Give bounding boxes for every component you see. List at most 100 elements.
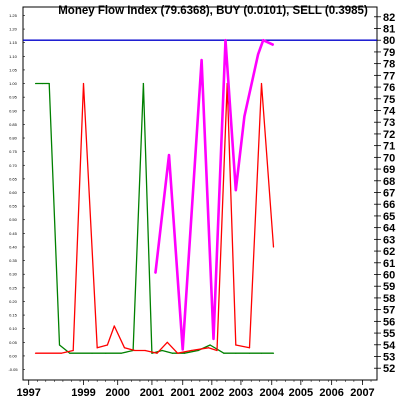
right-tick-label: 59 [383,281,395,293]
left-tick-label: 0.85 [9,122,18,127]
right-tick-label: 62 [383,246,395,258]
series-2-point [154,272,156,274]
series-1-point [177,352,179,354]
series-1-point [34,352,37,354]
left-tick-label: 1.15 [9,40,18,45]
right-tick-label: 60 [383,270,395,282]
series-1-point [216,349,218,352]
series-2-point [200,59,203,61]
right-tick-label: 78 [383,59,395,71]
right-tick-label: 79 [383,47,395,59]
right-tick-label: 67 [383,188,395,200]
right-tick-label: 73 [383,117,395,129]
series-0-point [223,352,225,354]
left-tick-label: 1.05 [9,67,18,72]
series-1-point [72,349,74,352]
right-tick-label: 66 [383,199,395,211]
right-axis: 5253545556575859606162636465666768697071… [374,12,396,375]
series-0-point [105,352,107,354]
series-1-point [60,352,62,354]
right-tick-label: 52 [383,363,395,375]
left-tick-label: 0.45 [9,231,18,236]
right-tick-label: 61 [383,258,395,270]
series-2-point [235,189,237,191]
left-tick-label: 0.70 [9,163,18,168]
chart-title: Money Flow Index (79.6368), BUY (0.0101)… [58,5,368,17]
series-1-point [123,347,126,349]
series-0-point [34,82,37,85]
x-tick-label: 2003 [229,387,253,399]
x-tick-label: 2004 [260,387,285,399]
left-axis: -0.05 0.00 0.05 0.10 0.15 0.20 0.25 0.30 0.35 0.4… [8,13,25,372]
right-tick-label: 77 [383,70,395,82]
x-tick-label: 2002 [200,387,224,399]
series-0-point [197,349,199,352]
series-0-point [260,352,263,354]
left-tick-label: 0.35 [9,258,18,263]
right-tick-label: 75 [383,94,395,106]
series-1-point [166,341,168,343]
right-tick-label: 64 [383,223,396,235]
series-0-point [248,352,251,354]
series-2-point [168,154,170,156]
series-0-point [41,82,43,85]
right-tick-label: 72 [383,129,395,141]
series-1-point [134,349,136,352]
series-0-point [161,349,163,352]
series-1-point [113,325,115,327]
x-tick-label: 2007 [350,387,374,399]
left-tick-label: -0.05 [8,367,18,372]
series-0-point [58,344,61,346]
series-2-point [243,115,245,117]
right-tick-label: 70 [383,152,395,164]
series-1-point [260,82,263,85]
series-2-point [257,53,259,55]
series-2-point [262,39,264,41]
x-tick-label: 2001 [140,387,164,399]
right-tick-label: 82 [383,12,395,24]
x-axis: 1997 1999 2000 2001 2001 2002 2003 2004 2005 2006… [16,380,375,399]
x-tick-label: 2000 [105,387,129,399]
series-1-point [106,344,109,346]
left-tick-label: 1.20 [9,27,18,32]
left-tick-label: 0.05 [9,340,18,345]
series-1-point [82,82,85,85]
series-1-point [96,347,98,349]
left-tick-label: 0.80 [9,136,18,141]
right-tick-label: 58 [383,293,395,305]
x-tick-label: 1997 [16,387,40,399]
left-tick-label: 0.65 [9,176,18,181]
left-tick-label: 1.00 [9,81,18,86]
series-1-point [207,347,210,349]
series-2-point [272,44,275,46]
left-tick-label: 0.25 [9,285,18,290]
left-tick-label: 0.90 [9,108,18,113]
right-tick-label: 76 [383,82,395,94]
left-tick-label: 0.50 [9,217,18,222]
left-tick-label: 0.95 [9,95,18,100]
series-0-point [235,352,237,354]
series-0-point [120,352,122,354]
left-tick-label: 0.75 [9,149,18,154]
series-1-point [235,344,237,346]
series-0-point [142,82,144,85]
left-tick-label: 0.20 [9,299,18,304]
x-tick-label: 2006 [319,387,343,399]
series-1-point [272,246,275,248]
right-tick-label: 63 [383,234,395,246]
right-tick-label: 69 [383,164,395,176]
right-tick-label: 53 [383,352,395,364]
right-tick-label: 56 [383,316,395,328]
x-tick-label: 2005 [289,387,313,399]
series-0-point [151,352,153,354]
series-2-point [212,338,215,340]
series-layer [34,38,275,354]
left-tick-label: 0.55 [9,204,18,209]
right-tick-label: 57 [383,305,395,317]
right-tick-label: 80 [383,35,395,47]
right-tick-label: 74 [383,106,396,118]
series-1-point [144,349,146,352]
series-1-point [190,349,192,352]
